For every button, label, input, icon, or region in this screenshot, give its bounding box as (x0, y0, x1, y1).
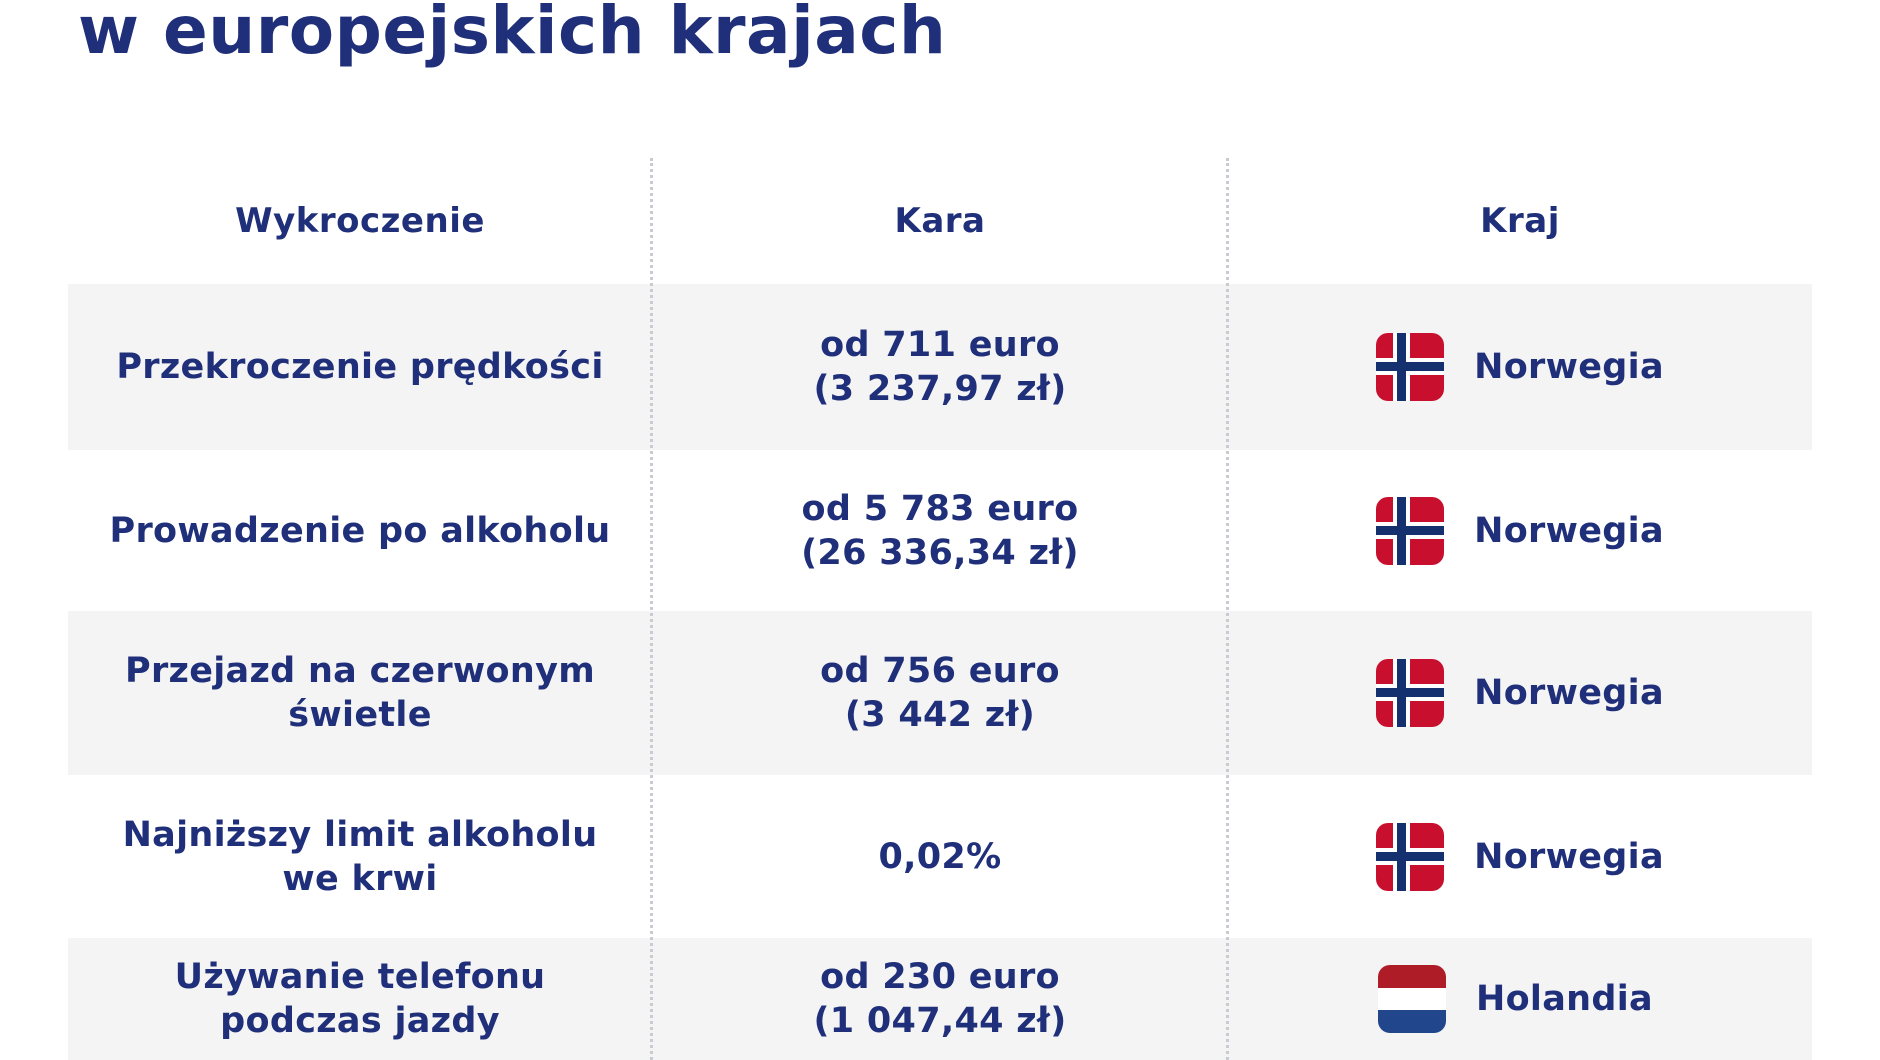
norway-flag-icon (1376, 496, 1445, 565)
offense-text: we krwi (282, 858, 438, 899)
norway-flag-icon (1376, 333, 1445, 401)
fine-text: od 756 euro (820, 651, 1060, 691)
offense-text: podczas jazdy (220, 1001, 500, 1041)
fines-table: Wykroczenie Kara Kraj Przekroczenie pręd… (68, 158, 1812, 1060)
fine-cell: od 230 euro (1 047,44 zł) (652, 938, 1228, 1060)
offense-text: Prowadzenie po alkoholu (109, 510, 611, 551)
offense-text: Najniższy limit alkoholu (122, 814, 598, 855)
offense-text: świetle (288, 695, 432, 735)
country-cell: Norwegia (1228, 775, 1812, 938)
country-cell: Holandia (1228, 938, 1812, 1060)
fine-text: od 230 euro (820, 957, 1060, 997)
country-name: Holandia (1476, 979, 1653, 1019)
offense-cell: Używanie telefonu podczas jazdy (68, 938, 652, 1060)
column-divider (650, 158, 653, 1060)
norway-flag-icon (1376, 659, 1445, 727)
fine-text: od 5 783 euro (801, 488, 1079, 529)
fine-text: (26 336,34 zł) (801, 532, 1079, 573)
norway-flag-icon (1376, 822, 1445, 891)
header-offense: Wykroczenie (235, 201, 485, 241)
country-cell: Norwegia (1228, 284, 1812, 450)
fine-text: (3 442 zł) (844, 695, 1036, 735)
offense-text: Przekroczenie prędkości (116, 347, 604, 387)
country-cell: Norwegia (1228, 450, 1812, 611)
table-row: Używanie telefonu podczas jazdy od 230 eur… (68, 938, 1812, 1060)
fine-text: 0,02% (878, 836, 1002, 877)
offense-cell: Najniższy limit alkoholu we krwi (68, 775, 652, 938)
header-fine: Kara (894, 201, 986, 241)
netherlands-flag-icon (1378, 965, 1446, 1033)
table-row: Prowadzenie po alkoholu od 5 783 euro (26 … (68, 450, 1812, 611)
country-name: Norwegia (1474, 673, 1664, 713)
offense-cell: Prowadzenie po alkoholu (68, 450, 652, 611)
page-title: w europejskich krajach (78, 0, 947, 69)
fine-cell: od 756 euro (3 442 zł) (652, 611, 1228, 775)
table-row: Przekroczenie prędkości od 711 euro (3 237… (68, 284, 1812, 450)
column-divider (1226, 158, 1229, 1060)
offense-cell: Przekroczenie prędkości (68, 284, 652, 450)
offense-text: Przejazd na czerwonym (125, 651, 595, 691)
country-name: Norwegia (1474, 836, 1664, 877)
table-row: Przejazd na czerwonym świetle od 756 euro(… (68, 611, 1812, 775)
fine-cell: 0,02% (652, 775, 1228, 938)
fine-text: (1 047,44 zł) (813, 1001, 1067, 1041)
fine-text: (3 237,97 zł) (813, 369, 1067, 409)
fine-text: od 711 euro (820, 325, 1060, 365)
fine-cell: od 711 euro (3 237,97 zł) (652, 284, 1228, 450)
country-cell: Norwegia (1228, 611, 1812, 775)
country-name: Norwegia (1474, 347, 1664, 387)
table-header: Wykroczenie Kara Kraj (68, 158, 1812, 284)
fine-cell: od 5 783 euro (26 336,34 zł) (652, 450, 1228, 611)
table-row: Najniższy limit alkoholu we krwi 0,02% Norw… (68, 775, 1812, 938)
offense-cell: Przejazd na czerwonym świetle (68, 611, 652, 775)
offense-text: Używanie telefonu (174, 957, 546, 997)
country-name: Norwegia (1474, 510, 1664, 551)
header-country: Kraj (1480, 201, 1560, 241)
